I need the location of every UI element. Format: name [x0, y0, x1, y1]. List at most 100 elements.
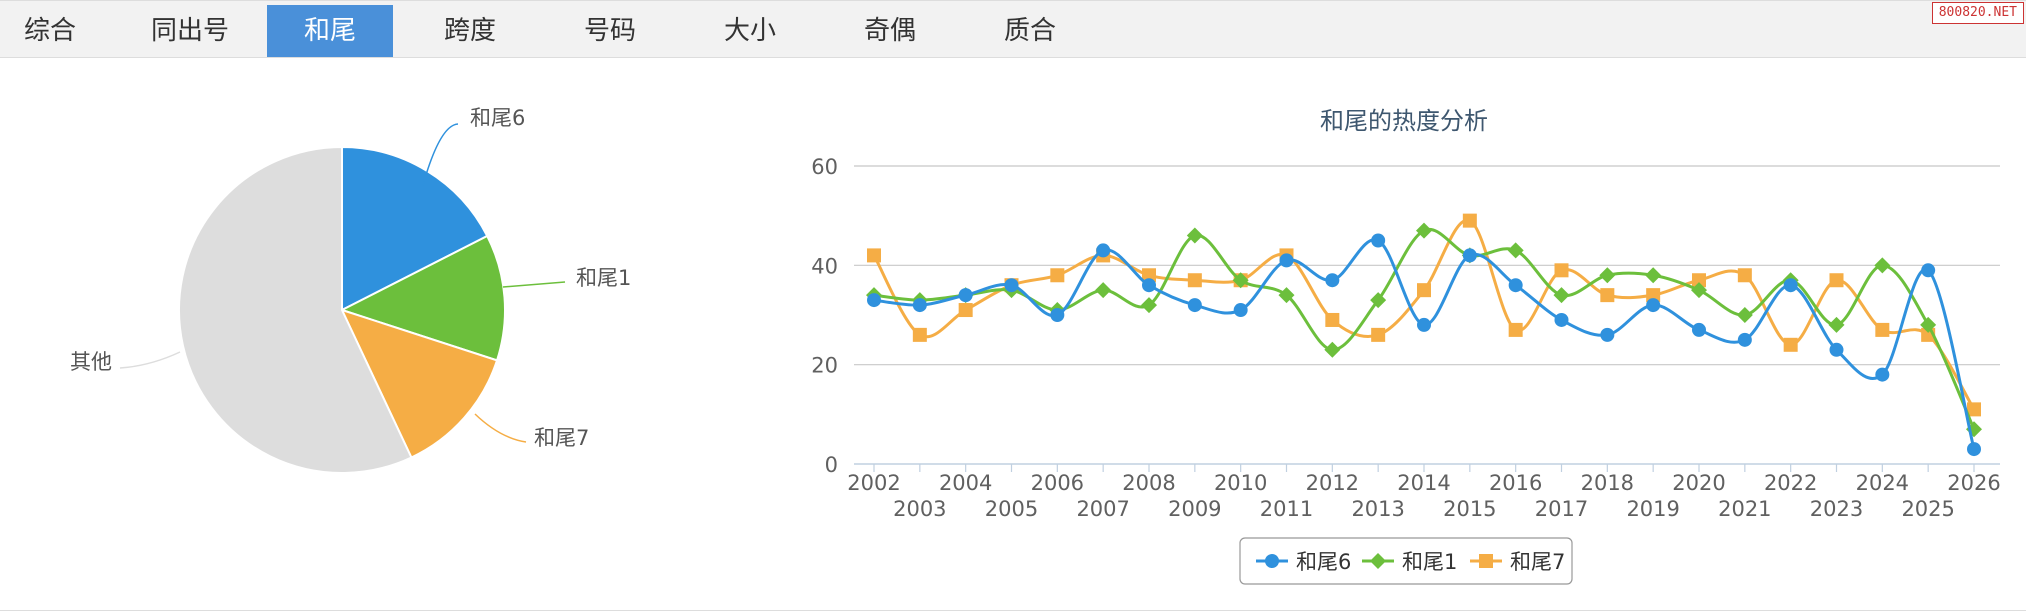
pie-connector — [474, 413, 527, 443]
y-tick-label: 40 — [811, 254, 838, 278]
data-point — [1507, 242, 1524, 259]
x-tick-label: 2002 — [847, 471, 900, 495]
data-point — [1645, 267, 1662, 284]
data-point — [867, 293, 881, 308]
data-point — [1692, 322, 1706, 337]
x-tick-label: 2019 — [1626, 497, 1679, 521]
x-tick-label: 2004 — [939, 471, 992, 495]
data-point — [1875, 367, 1890, 382]
legend-label: 和尾1 — [1402, 550, 1457, 574]
data-point — [912, 298, 927, 313]
data-point — [1141, 297, 1157, 314]
y-tick-label: 0 — [825, 453, 838, 477]
x-tick-label: 2022 — [1764, 471, 1817, 495]
data-point — [1967, 402, 1981, 417]
y-tick-label: 20 — [811, 354, 838, 378]
x-tick-label: 2008 — [1122, 471, 1175, 495]
data-point — [1967, 442, 1981, 457]
data-point — [1096, 243, 1111, 258]
data-point — [1921, 263, 1936, 278]
bottom-divider — [0, 610, 2026, 611]
x-tick-label: 2020 — [1672, 471, 1725, 495]
tab-haoma[interactable]: 号码 — [583, 16, 636, 46]
x-tick-label: 2003 — [893, 497, 946, 521]
data-point — [1462, 213, 1477, 228]
pie-connector — [502, 281, 566, 288]
data-point — [1142, 278, 1156, 293]
data-point — [1325, 312, 1340, 327]
data-point — [1692, 273, 1706, 288]
pie-connector — [119, 351, 181, 369]
data-point — [1371, 327, 1386, 342]
data-point — [1417, 283, 1431, 298]
data-point — [1783, 337, 1798, 352]
data-point — [1462, 248, 1477, 263]
x-tick-label: 2015 — [1443, 497, 1496, 521]
data-point — [1737, 268, 1752, 283]
pie-slice — [178, 145, 413, 474]
pie-label: 其他 — [70, 350, 112, 374]
data-point — [867, 248, 881, 263]
tab-tongchuhao[interactable]: 同出号 — [150, 16, 229, 46]
data-point — [1279, 253, 1294, 268]
data-point — [1600, 327, 1615, 342]
data-point — [1050, 268, 1065, 283]
legend-label: 和尾7 — [1510, 550, 1565, 574]
data-point — [1371, 233, 1386, 248]
tab-bar: 综合 同出号 和尾 跨度 号码 大小 奇偶 质合 — [0, 0, 2026, 58]
data-point — [1874, 257, 1891, 274]
data-point — [1691, 282, 1707, 299]
x-tick-label: 2013 — [1351, 497, 1404, 521]
pie-slice — [339, 234, 506, 362]
data-point — [1187, 273, 1202, 288]
data-point — [1325, 273, 1340, 288]
x-tick-label: 2026 — [1947, 471, 2000, 495]
data-point — [1920, 316, 1937, 333]
legend-label: 和尾6 — [1296, 550, 1351, 574]
tab-jiou[interactable]: 奇偶 — [863, 16, 916, 46]
x-tick-label: 2010 — [1214, 471, 1267, 495]
data-point — [1829, 342, 1844, 357]
pie-label: 和尾7 — [534, 426, 589, 450]
x-tick-label: 2025 — [1901, 497, 1954, 521]
data-point — [1142, 268, 1156, 283]
data-point — [1370, 292, 1387, 309]
data-point — [1416, 222, 1432, 239]
data-point — [1508, 278, 1523, 293]
data-point — [1646, 298, 1661, 313]
legend-marker — [1265, 554, 1279, 568]
x-tick-label: 2016 — [1489, 471, 1542, 495]
data-point — [1736, 307, 1753, 323]
x-tick-label: 2023 — [1810, 497, 1863, 521]
pie-label: 和尾1 — [576, 266, 631, 290]
data-point — [1508, 322, 1523, 337]
x-tick-label: 2018 — [1581, 471, 1634, 495]
legend-box — [1239, 537, 1573, 585]
x-tick-label: 2012 — [1306, 471, 1359, 495]
data-point — [1278, 287, 1295, 304]
data-point — [1554, 312, 1569, 327]
series-line — [873, 238, 1976, 450]
tab-zhihe[interactable]: 质合 — [1003, 16, 1056, 46]
data-point — [1050, 308, 1065, 322]
data-point — [1875, 322, 1890, 337]
x-tick-label: 2021 — [1718, 497, 1771, 521]
series-line — [872, 218, 1976, 411]
tab-kuadu[interactable]: 跨度 — [443, 16, 496, 46]
x-tick-label: 2014 — [1397, 471, 1450, 495]
data-point — [958, 288, 973, 303]
y-tick-label: 60 — [811, 155, 838, 179]
data-point — [1554, 263, 1569, 278]
data-point — [1600, 288, 1615, 303]
data-point — [1553, 287, 1570, 304]
tab-zonghe[interactable]: 综合 — [23, 16, 76, 46]
tab-hewei[interactable]: 和尾 — [267, 5, 393, 57]
data-point — [1417, 317, 1431, 332]
x-tick-label: 2007 — [1076, 497, 1129, 521]
legend-marker — [1479, 554, 1493, 568]
data-point — [1783, 278, 1798, 293]
line-chart-title: 和尾的热度分析 — [1320, 107, 1488, 135]
data-point — [1599, 267, 1616, 284]
tab-daxiao[interactable]: 大小 — [723, 16, 776, 46]
